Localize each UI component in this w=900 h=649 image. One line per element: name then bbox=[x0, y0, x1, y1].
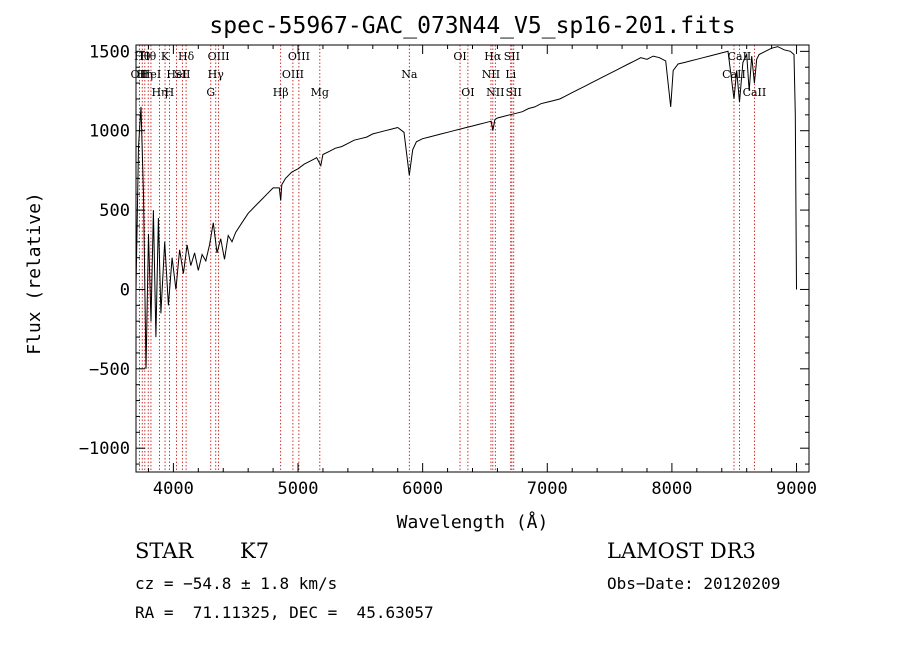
spectral-line-label: OIII bbox=[282, 68, 304, 81]
y-tick-label: −1000 bbox=[79, 439, 130, 459]
y-axis: −1000 −500 0 500 1000 1500 bbox=[79, 42, 809, 465]
y-tick-label: 0 bbox=[120, 280, 130, 300]
spectral-line-label: Hδ bbox=[178, 50, 195, 63]
x-tick-label: 5000 bbox=[278, 479, 319, 499]
spectral-line-markers bbox=[138, 45, 755, 472]
x-tick-label: 4000 bbox=[153, 479, 194, 499]
spectral-line-label: NII bbox=[486, 86, 504, 99]
spectral-line-label: OIII bbox=[288, 50, 310, 63]
spectral-line-label: Hθ bbox=[134, 50, 151, 63]
spectral-line-label: CaII bbox=[722, 68, 746, 81]
spectral-line-label: CaII bbox=[743, 86, 767, 99]
spectral-line-label: OI bbox=[453, 50, 466, 63]
chart-title: spec-55967-GAC_073N44_V5_sp16-201.fits bbox=[209, 13, 735, 39]
spectral-line-label: SII bbox=[506, 86, 522, 99]
spectral-line-label: Hη bbox=[137, 68, 153, 81]
spectral-line-label: Hα bbox=[484, 50, 502, 63]
spectral-line-label: OII bbox=[131, 68, 149, 81]
spectral-line-label: Mg bbox=[311, 86, 329, 99]
x-axis: 4000 5000 6000 7000 8000 9000 bbox=[147, 45, 817, 499]
coordinates: RA = 71.11325, DEC = 45.63057 bbox=[135, 603, 434, 622]
spectral-line-label: OI bbox=[461, 86, 474, 99]
plot-frame bbox=[135, 44, 810, 473]
spectral-line-label: Hγ bbox=[208, 68, 225, 81]
spectral-line-label: SII bbox=[174, 68, 190, 81]
spectral-line-label: G bbox=[206, 86, 215, 99]
spectral-line-label: Li bbox=[505, 68, 516, 81]
x-tick-label: 9000 bbox=[776, 479, 817, 499]
x-tick-label: 6000 bbox=[402, 479, 443, 499]
spectral-line-label: Hβ bbox=[273, 86, 289, 99]
x-tick-label: 7000 bbox=[527, 479, 568, 499]
x-axis-label: Wavelength (Å) bbox=[397, 511, 549, 533]
spectral-line-label: Hη bbox=[151, 86, 167, 99]
spectral-line-label: Hθ bbox=[140, 50, 157, 63]
y-tick-label: 1000 bbox=[89, 122, 130, 142]
object-class: STAR bbox=[135, 539, 194, 563]
spectral-line-label: SII bbox=[504, 50, 520, 63]
y-tick-label: 1500 bbox=[89, 42, 130, 62]
y-tick-label: 500 bbox=[99, 201, 130, 221]
spectral-line-label: HeI bbox=[166, 68, 186, 81]
spectral-line-label: HeI bbox=[141, 68, 161, 81]
spectral-line-label: NII bbox=[482, 68, 500, 81]
spectrum-line bbox=[135, 46, 797, 369]
spectral-line-label: K bbox=[161, 50, 170, 63]
survey-name: LAMOST DR3 bbox=[607, 539, 756, 563]
x-tick-label: 8000 bbox=[651, 479, 692, 499]
object-subclass: K7 bbox=[240, 539, 270, 563]
observation-date: Obs−Date: 20120209 bbox=[607, 574, 781, 593]
spectral-line-label: Na bbox=[401, 68, 418, 81]
spectral-line-label: H bbox=[165, 86, 175, 99]
y-axis-label: Flux (relative) bbox=[24, 192, 45, 355]
redshift-value: cz = −54.8 ± 1.8 km/s bbox=[135, 574, 338, 593]
y-tick-label: −500 bbox=[89, 360, 130, 380]
spectral-line-label: CaII bbox=[728, 50, 752, 63]
spectral-line-labels: OIIHθHηHθHeIHηKHHeISIIHδGHγOIIIHβOIIIOII… bbox=[131, 50, 767, 99]
spectral-line-label: OIII bbox=[208, 50, 230, 63]
